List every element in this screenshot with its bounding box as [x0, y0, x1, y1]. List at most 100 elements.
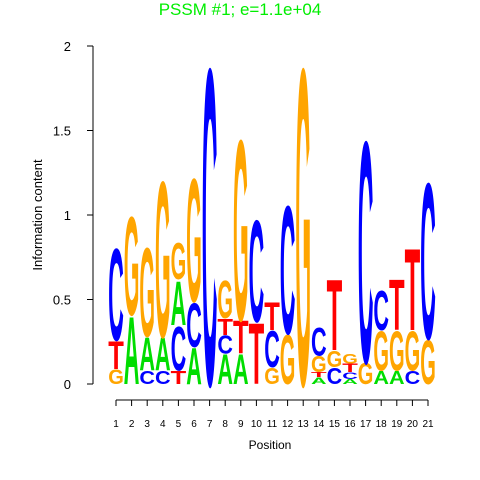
letter-glyph: T — [217, 313, 233, 340]
x-tick-label: 5 — [176, 419, 182, 430]
letter-glyph: G — [342, 351, 358, 367]
logo-letter: C — [202, 0, 218, 480]
letter-glyph: C — [202, 0, 218, 480]
letter-glyph: T — [342, 362, 358, 375]
letter-glyph: G — [420, 328, 436, 399]
logo-letter: C — [358, 76, 374, 430]
x-tick-label: 9 — [238, 419, 244, 430]
logo-letter: G — [373, 321, 389, 384]
letter-glyph: C — [155, 368, 171, 389]
x-tick-label: 20 — [407, 419, 419, 430]
logo-letter: G — [139, 224, 155, 365]
letter-glyph: A — [389, 368, 405, 389]
y-tick-label: 0.5 — [53, 293, 71, 308]
letter-glyph: T — [264, 294, 280, 338]
x-tick-label: 11 — [267, 419, 278, 430]
logo-letter: A — [217, 346, 233, 394]
x-tick-label: 18 — [376, 419, 388, 430]
logo-letter: C — [327, 362, 343, 389]
x-tick-label: 15 — [329, 419, 341, 430]
logo-letter: A — [171, 269, 187, 340]
letter-glyph: T — [389, 265, 405, 346]
letter-glyph: G — [233, 86, 249, 375]
logo-letter: G — [295, 0, 311, 480]
logo-letter: A — [342, 378, 358, 386]
letter-glyph: C — [264, 322, 280, 379]
logo-letter: T — [108, 333, 124, 377]
logo-letter: A — [373, 368, 389, 389]
y-tick-label: 1 — [64, 208, 71, 223]
logo-letter: C — [342, 371, 358, 381]
logo-letter: G — [108, 365, 124, 389]
letter-glyph: C — [171, 314, 187, 385]
x-tick-label: 2 — [129, 419, 135, 430]
letter-glyph: A — [373, 368, 389, 389]
logo-letter: G — [264, 362, 280, 389]
letter-glyph: A — [311, 376, 327, 386]
letter-glyph: C — [108, 222, 124, 368]
logo-letter: T — [264, 294, 280, 338]
logo-letter: C — [139, 368, 155, 389]
logo-letter: A — [139, 328, 155, 380]
letter-glyph: A — [139, 328, 155, 380]
logo-letter: G — [186, 141, 202, 339]
letter-glyph: C — [405, 368, 421, 389]
logo-letter: C — [108, 222, 124, 368]
letter-glyph: G — [358, 357, 374, 391]
logo-letter: G — [342, 351, 358, 367]
letter-glyph: C — [186, 291, 202, 362]
x-tick-label: 7 — [207, 419, 213, 430]
logo-letter: T — [311, 371, 327, 379]
logo-letter: A — [124, 297, 140, 404]
x-tick-label: 17 — [360, 419, 372, 430]
letter-glyph: A — [171, 269, 187, 340]
x-tick-label: 4 — [160, 419, 166, 430]
logo-letter: T — [327, 260, 343, 372]
x-tick-label: 10 — [251, 419, 263, 430]
logo-letter: T — [233, 311, 249, 363]
x-tick-label: 3 — [144, 419, 150, 430]
letter-glyph: C — [327, 362, 343, 389]
letter-glyph: A — [155, 328, 171, 380]
logo-letter: T — [405, 224, 421, 355]
letter-glyph: G — [264, 362, 280, 389]
letter-glyph: G — [217, 270, 233, 330]
letter-glyph: G — [171, 234, 187, 291]
letter-glyph: A — [124, 297, 140, 404]
logo-letter: T — [389, 265, 405, 346]
logo-letter: C — [420, 137, 436, 386]
letter-glyph: C — [358, 76, 374, 430]
logo-letter: C — [405, 368, 421, 389]
logo-letter: C — [186, 291, 202, 362]
logo-letter: A — [311, 376, 327, 386]
letter-glyph: C — [249, 191, 265, 353]
logo-letter: C — [171, 314, 187, 385]
logo-letter: G — [327, 346, 343, 373]
logo-letter: G — [280, 322, 296, 400]
logo-letter: G — [358, 357, 374, 391]
logo-letter: A — [186, 339, 202, 396]
logo-letter: C — [311, 319, 327, 363]
letter-glyph: G — [311, 351, 327, 378]
letter-glyph: A — [186, 339, 202, 396]
letter-glyph: T — [327, 260, 343, 372]
letter-glyph: A — [233, 346, 249, 394]
letter-glyph: G — [108, 365, 124, 389]
letter-glyph: A — [342, 378, 358, 386]
x-tick-label: 16 — [344, 419, 356, 430]
logo-letter: T — [249, 307, 265, 403]
x-tick-label: 8 — [222, 419, 228, 430]
y-axis-label: Information content — [30, 159, 45, 271]
letter-glyph: T — [171, 368, 187, 389]
x-tick-label: 6 — [191, 419, 197, 430]
letter-glyph: C — [420, 137, 436, 386]
logo-letter: C — [264, 322, 280, 379]
letter-glyph: G — [186, 141, 202, 339]
y-tick-label: 1.5 — [53, 124, 71, 139]
letter-glyph: A — [217, 346, 233, 394]
letter-glyph: C — [217, 331, 233, 360]
logo-letter: G — [217, 270, 233, 330]
letter-glyph: T — [311, 371, 327, 379]
x-tick-label: 13 — [298, 419, 310, 430]
